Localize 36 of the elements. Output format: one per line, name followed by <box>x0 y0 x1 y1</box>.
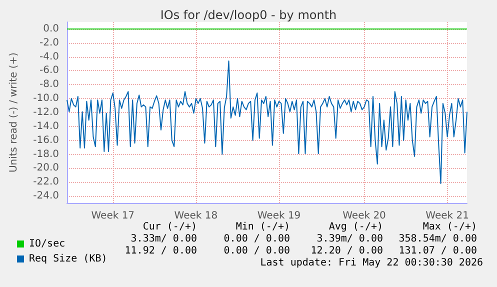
x-tick-label: Week 21 <box>426 210 469 222</box>
legend-label: Req Size (KB) <box>29 254 108 264</box>
text: Last update: Fri May 22 00:30:30 2026 <box>260 258 484 268</box>
y-tick-label: -12.0 <box>33 107 59 118</box>
y-tick-label: -14.0 <box>33 120 59 132</box>
y-tick-label: -6.0 <box>39 65 59 76</box>
text: Cur (-/+) <box>142 222 198 232</box>
y-tick-label: -2.0 <box>39 37 59 48</box>
y-axis-title: Units read (-) / write (+) <box>8 52 20 173</box>
line-series <box>66 60 468 184</box>
y-tick-label: -8.0 <box>39 79 59 90</box>
x-tick-label: Week 19 <box>257 210 301 222</box>
x-tick-label: Week 20 <box>342 210 386 222</box>
y-tick-label: -10.0 <box>33 93 59 104</box>
text: Avg (-/+) <box>328 222 384 232</box>
text: Min (-/+) <box>236 222 290 232</box>
text: 0.00 / 0.00 <box>224 246 290 256</box>
x-tick-label: Week 17 <box>91 210 135 222</box>
y-tick-label: 0.0 <box>43 23 59 34</box>
y-tick-label: -4.0 <box>39 51 59 62</box>
text: 358.54m/ 0.00 <box>398 234 478 244</box>
y-tick-label: -16.0 <box>33 134 59 146</box>
y-tick-label: -22.0 <box>33 176 59 188</box>
legend-label: IO/sec <box>29 238 66 250</box>
text: 3.33m/ 0.00 <box>130 234 198 244</box>
y-tick-label: -18.0 <box>33 148 59 160</box>
text: 0.00 / 0.00 <box>224 234 290 244</box>
x-tick-label: Week 18 <box>174 210 218 222</box>
text: 3.39m/ 0.00 <box>316 234 384 244</box>
y-tick-label: -20.0 <box>33 162 59 174</box>
text: Max (-/+) <box>422 222 478 232</box>
text: 11.92 / 0.00 <box>124 246 198 256</box>
text: 131.07 / 0.00 <box>398 246 478 256</box>
text: 12.20 / 0.00 <box>310 246 384 256</box>
y-tick-label: -24.0 <box>33 190 59 202</box>
chart-title: IOs for /dev/loop0 - by month <box>160 8 337 22</box>
